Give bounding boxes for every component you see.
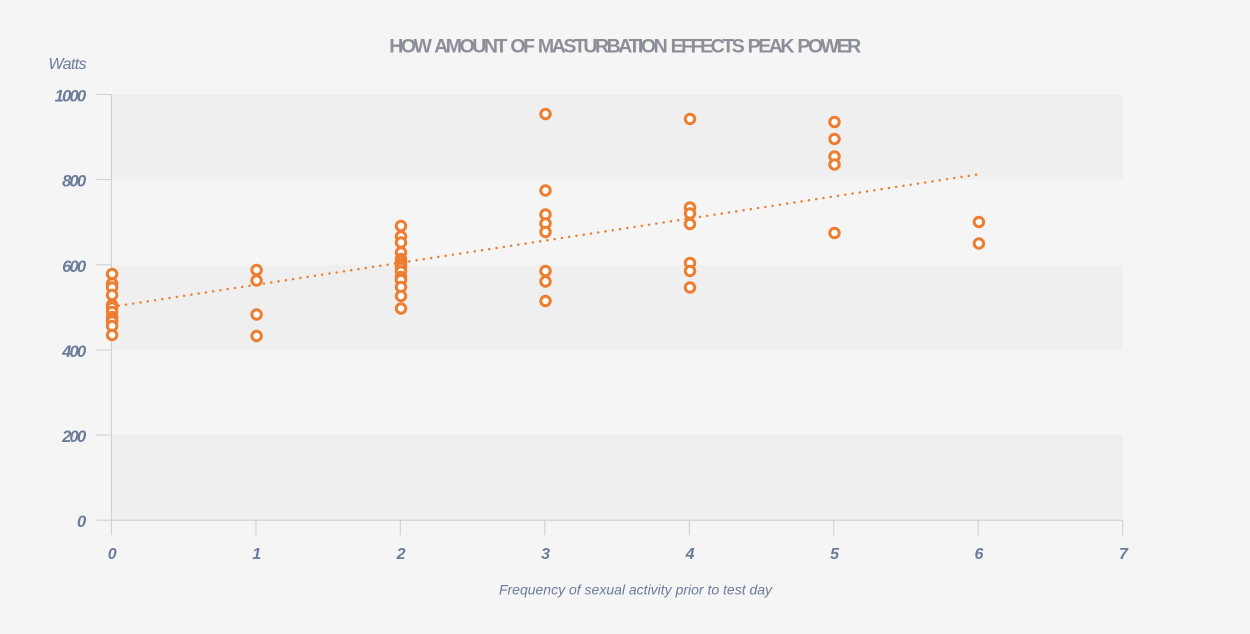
svg-text:Watts: Watts [48,56,86,73]
svg-text:800: 800 [62,173,87,191]
svg-text:7: 7 [1119,546,1129,563]
svg-text:200: 200 [61,428,87,446]
svg-text:6: 6 [974,546,983,563]
svg-text:1000: 1000 [55,88,87,106]
svg-text:2: 2 [396,546,406,563]
svg-text:5: 5 [830,546,840,563]
svg-text:1: 1 [252,546,261,563]
svg-text:0: 0 [108,546,117,563]
svg-text:3: 3 [541,546,550,563]
svg-text:0: 0 [77,513,87,531]
svg-text:400: 400 [61,343,87,361]
svg-text:HOW AMOUNT OF MASTURBATION EFF: HOW AMOUNT OF MASTURBATION EFFECTS PEAK … [389,36,861,58]
svg-text:Frequency of sexual activity p: Frequency of sexual activity prior to te… [499,582,773,598]
svg-text:600: 600 [62,258,87,276]
svg-text:4: 4 [685,546,695,563]
